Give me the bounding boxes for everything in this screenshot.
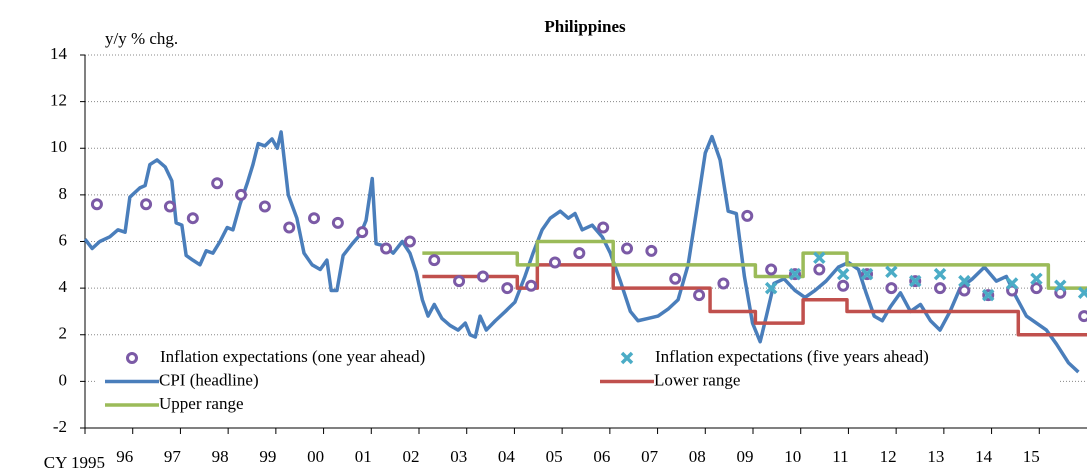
marker-circle bbox=[403, 235, 416, 248]
marker-circle bbox=[283, 221, 296, 234]
marker-circle bbox=[934, 282, 947, 295]
legend-label: Inflation expectations (five years ahead… bbox=[655, 347, 929, 366]
series-line bbox=[422, 239, 1087, 290]
marker-x bbox=[1030, 272, 1043, 286]
legend-label: Upper range bbox=[159, 394, 244, 413]
marker-x bbox=[958, 274, 971, 288]
marker-circle bbox=[717, 277, 730, 290]
marker-x bbox=[1005, 277, 1019, 290]
marker-circle bbox=[140, 198, 153, 211]
marker-x bbox=[1054, 279, 1067, 293]
marker-circle bbox=[1030, 282, 1043, 295]
marker-circle bbox=[669, 272, 682, 285]
chart-title: Philippines bbox=[544, 17, 626, 36]
legend-label: Inflation expectations (one year ahead) bbox=[160, 347, 425, 366]
marker-circle bbox=[90, 198, 103, 211]
x-tick-label: 04 bbox=[498, 447, 516, 466]
marker-x bbox=[933, 267, 947, 281]
x-tick-label: 15 bbox=[1023, 447, 1040, 466]
marker-circle bbox=[621, 242, 634, 255]
y-tick-label: 0 bbox=[59, 370, 68, 389]
x-tick-label: 09 bbox=[737, 447, 754, 466]
marker-circle bbox=[453, 275, 466, 288]
marker-circle bbox=[476, 270, 489, 283]
marker-circle bbox=[885, 282, 898, 295]
marker-circle bbox=[308, 212, 321, 225]
x-tick-label: 06 bbox=[593, 447, 610, 466]
y-tick-label: 12 bbox=[50, 91, 67, 110]
marker-circle bbox=[1054, 286, 1067, 299]
marker-x bbox=[813, 251, 826, 265]
x-tick-label: 99 bbox=[259, 447, 276, 466]
x-tick-label: CY 1995 bbox=[44, 453, 105, 472]
marker-circle bbox=[380, 242, 393, 255]
marker-circle bbox=[693, 289, 706, 302]
marker-x bbox=[1077, 286, 1087, 300]
marker-circle bbox=[501, 282, 514, 295]
marker-x bbox=[788, 267, 802, 281]
marker-circle bbox=[573, 247, 586, 260]
marker-circle bbox=[645, 244, 658, 257]
marker-circle bbox=[525, 279, 538, 292]
marker-circle bbox=[813, 263, 826, 276]
legend-label: Lower range bbox=[654, 370, 740, 389]
x-tick-label: 97 bbox=[164, 447, 182, 466]
series-line bbox=[83, 130, 1080, 374]
x-tick-label: 05 bbox=[546, 447, 563, 466]
x-tick-label: 14 bbox=[975, 447, 993, 466]
marker-circle bbox=[1006, 284, 1019, 297]
y-tick-label: 2 bbox=[59, 324, 68, 343]
marker-circle bbox=[765, 263, 778, 276]
marker-x bbox=[860, 267, 874, 281]
y-tick-label: 14 bbox=[50, 44, 68, 63]
marker-circle bbox=[1078, 310, 1087, 323]
x-tick-label: 11 bbox=[832, 447, 848, 466]
x-tick-label: 98 bbox=[212, 447, 229, 466]
marker-circle bbox=[428, 254, 441, 267]
marker-circle bbox=[548, 256, 561, 269]
marker-x bbox=[981, 288, 995, 302]
marker-circle bbox=[258, 200, 271, 213]
x-tick-label: 12 bbox=[880, 447, 897, 466]
marker-circle bbox=[235, 188, 248, 201]
x-tick-label: 96 bbox=[116, 447, 133, 466]
y-tick-label: 10 bbox=[50, 137, 67, 156]
marker-circle bbox=[331, 216, 344, 229]
marker-x bbox=[764, 281, 778, 295]
marker-circle bbox=[126, 352, 138, 364]
y-tick-label: 6 bbox=[59, 230, 68, 249]
x-tick-label: 08 bbox=[689, 447, 706, 466]
x-tick-label: 10 bbox=[784, 447, 801, 466]
marker-x bbox=[620, 351, 634, 365]
marker-circle bbox=[356, 226, 369, 239]
x-tick-label: 02 bbox=[403, 447, 420, 466]
legend-label: CPI (headline) bbox=[159, 370, 259, 389]
marker-circle bbox=[741, 209, 754, 222]
marker-circle bbox=[211, 177, 224, 190]
marker-x bbox=[908, 274, 922, 288]
marker-circle bbox=[186, 212, 199, 225]
y-axis-label: y/y % chg. bbox=[105, 29, 178, 48]
y-tick-label: -2 bbox=[53, 417, 67, 436]
marker-circle bbox=[837, 279, 850, 292]
x-tick-label: 13 bbox=[927, 447, 944, 466]
y-tick-label: 8 bbox=[59, 184, 68, 203]
marker-circle bbox=[597, 221, 610, 234]
marker-x bbox=[836, 267, 850, 281]
y-tick-label: 4 bbox=[59, 277, 68, 296]
x-tick-label: 07 bbox=[641, 447, 659, 466]
marker-x bbox=[885, 265, 898, 279]
marker-circle bbox=[163, 200, 176, 213]
legend-background bbox=[95, 345, 1060, 420]
x-tick-label: 03 bbox=[450, 447, 467, 466]
x-tick-label: 00 bbox=[307, 447, 324, 466]
marker-circle bbox=[958, 284, 971, 297]
x-tick-label: 01 bbox=[355, 447, 372, 466]
